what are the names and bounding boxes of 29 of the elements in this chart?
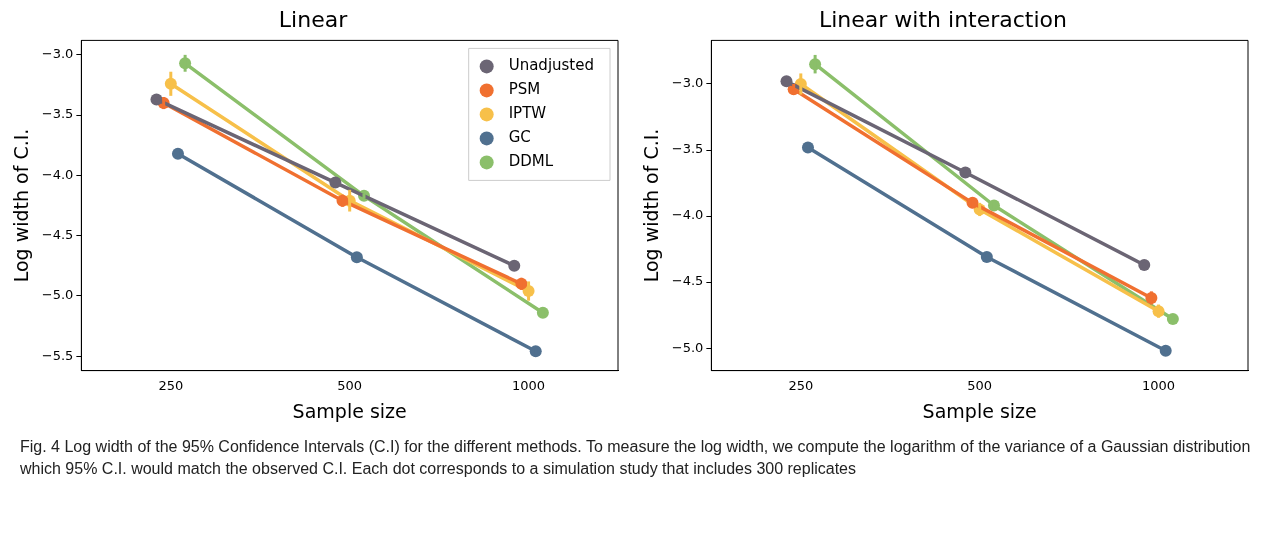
y-tick-label: −4.5 bbox=[671, 273, 704, 289]
y-axis-title: Log width of C.I. bbox=[10, 128, 33, 283]
x-tick-label: 1000 bbox=[512, 377, 546, 393]
y-tick-label: −5.0 bbox=[41, 287, 74, 303]
chart-title: Linear with interaction bbox=[818, 6, 1068, 32]
y-tick-label: −3.0 bbox=[41, 46, 74, 62]
legend-label: IPTW bbox=[508, 104, 547, 123]
legend-label: DDML bbox=[508, 152, 554, 171]
y-tick-label: −3.0 bbox=[671, 75, 704, 91]
x-axis-title: Sample size bbox=[922, 399, 1037, 422]
y-tick-label: −5.0 bbox=[671, 339, 704, 355]
legend-label: Unadjusted bbox=[508, 56, 595, 75]
x-tick-label: 250 bbox=[158, 377, 184, 393]
legend-label: GC bbox=[508, 128, 531, 147]
y-tick-label: −4.5 bbox=[41, 227, 74, 242]
y-axis-title: Log width of C.I. bbox=[640, 128, 663, 283]
y-tick-label: −5.5 bbox=[41, 347, 74, 363]
x-axis-title: Sample size bbox=[292, 399, 407, 422]
x-tick-label: 1000 bbox=[1142, 377, 1176, 393]
y-tick-label: −3.5 bbox=[671, 141, 704, 157]
y-tick-label: −3.5 bbox=[41, 106, 74, 122]
x-tick-label: 250 bbox=[788, 377, 814, 393]
x-tick-label: 500 bbox=[337, 377, 363, 393]
chart-title: Linear bbox=[278, 6, 349, 32]
legend-label: PSM bbox=[508, 80, 541, 99]
caption: Fig. 4 Log width of the 95% Confidence Intervals (C.I) for the different methods. To measure the log width, we compute the logarithm of the variance of a Gaussian distribution which 95% C.I. would match the observed C.I. Each dot corresponds to a simulation study that includes 300 replicates bbox=[19, 437, 1252, 479]
y-tick-label: −4.0 bbox=[41, 166, 74, 182]
y-tick-label: −4.0 bbox=[671, 207, 704, 223]
x-tick-label: 500 bbox=[967, 377, 993, 393]
